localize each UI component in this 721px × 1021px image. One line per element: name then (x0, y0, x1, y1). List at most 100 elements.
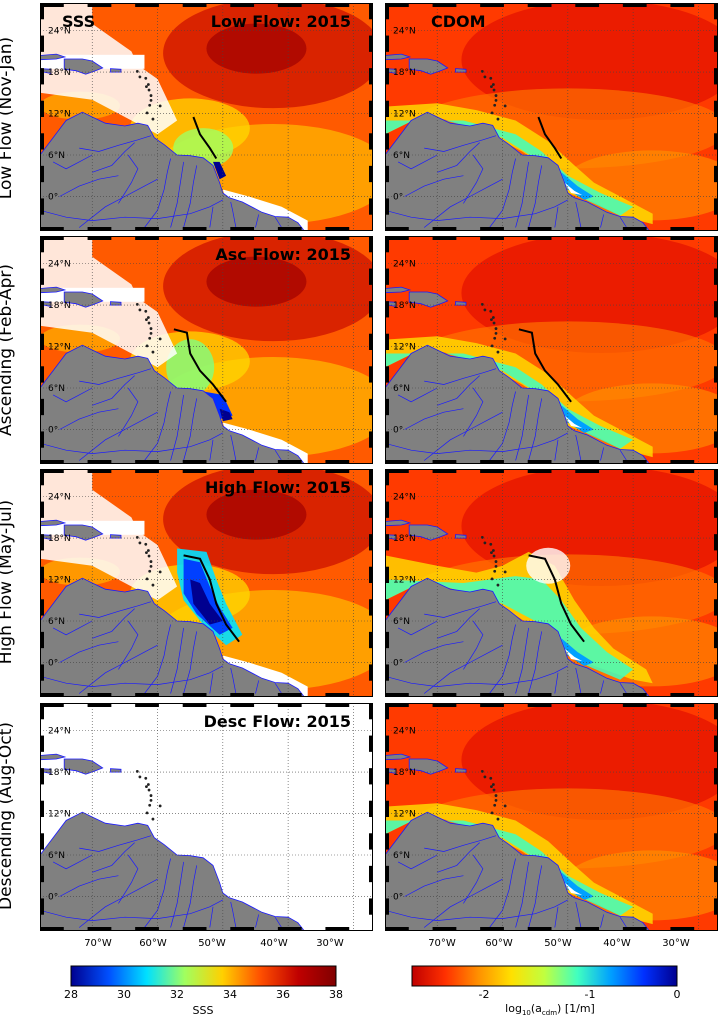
river (397, 387, 438, 403)
sss-map-1: SSS Low Flow: 2015 24°N 18°N 12°N 6°N 0° (40, 3, 373, 231)
panel-frame (385, 703, 718, 931)
lesser-antilles-island (147, 321, 151, 325)
lesser-antilles-island (493, 569, 497, 573)
island (40, 753, 67, 761)
lesser-antilles-island (151, 350, 155, 354)
landmass (385, 53, 650, 231)
lesser-antilles-island (138, 541, 142, 545)
lesser-antilles-island (491, 83, 495, 86)
lesser-antilles-island (492, 321, 496, 325)
south-america (40, 811, 305, 931)
lesser-antilles-island (149, 799, 153, 802)
lat-label: 0° (48, 658, 58, 668)
sss-map-3: High Flow: 2015 24°N 18°N 12°N 6°N 0° (40, 469, 373, 697)
lesser-antilles-island (503, 570, 507, 574)
lesser-antilles-island (145, 344, 149, 348)
sss-field (40, 469, 373, 697)
coastal-high-cdom (385, 347, 634, 449)
lat-label: 18°N (48, 768, 71, 778)
lesser-antilles-island (158, 337, 162, 341)
river (40, 665, 223, 687)
lat-label: 0° (393, 658, 403, 668)
rivers (40, 601, 282, 694)
lesser-antilles-island (149, 94, 153, 97)
panel-title: Desc Flow: 2015 (204, 712, 351, 731)
panel-frame (385, 236, 718, 464)
south-america (385, 577, 650, 697)
lesser-antilles-island (503, 104, 507, 108)
lesser-antilles-island (490, 111, 494, 115)
lon-label: 60°W (139, 938, 167, 949)
lesser-antilles-island (489, 542, 493, 546)
river (230, 667, 237, 694)
lesser-antilles-island (490, 577, 494, 581)
river (52, 154, 93, 170)
lon-label: 50°W (544, 938, 572, 949)
landmass (385, 519, 650, 697)
island (63, 524, 104, 541)
lat-label: 18°N (393, 534, 416, 544)
river (255, 447, 260, 461)
south-america (385, 811, 650, 931)
lat-label: 24°N (393, 493, 416, 503)
lesser-antilles-island (148, 803, 152, 807)
lesser-antilles-island (144, 542, 148, 546)
river (600, 447, 605, 461)
lat-label: 0° (48, 892, 58, 902)
plume-contour (183, 554, 240, 643)
lon-label: 40°W (260, 938, 288, 949)
rivers (385, 135, 627, 228)
cdom-map-3: 24°N 18°N 12°N 6°N 0° (385, 469, 718, 697)
river (255, 914, 260, 928)
cdom-label-log: log (505, 1002, 522, 1015)
river (183, 865, 198, 928)
river (183, 165, 198, 228)
lesser-antilles-island (146, 316, 150, 319)
plume-contour (173, 328, 227, 403)
lesser-antilles-island (148, 569, 152, 573)
lat-label: 24°N (393, 27, 416, 37)
river (40, 199, 223, 221)
lat-label: 18°N (48, 301, 71, 311)
cdom-tick: 0 (673, 988, 681, 1001)
river (209, 439, 214, 461)
river-mouth-cdom (561, 405, 594, 433)
cdom-label-end: ) [1/m] (557, 1002, 595, 1015)
lesser-antilles-island (145, 318, 148, 321)
panel-frame (40, 469, 373, 697)
lesser-antilles-island (149, 99, 153, 102)
river (463, 154, 484, 204)
lesser-antilles-island (138, 775, 142, 779)
lesser-antilles-island (148, 336, 152, 340)
island (63, 58, 104, 75)
island (408, 58, 449, 75)
lat-label: 12°N (48, 810, 71, 820)
river (144, 158, 171, 228)
panel-frame (40, 703, 373, 931)
lesser-antilles-island (491, 316, 495, 319)
lesser-antilles-island (491, 783, 495, 786)
river (515, 627, 529, 694)
river (274, 683, 282, 694)
river (397, 620, 438, 636)
lesser-antilles-island (145, 785, 148, 788)
river (554, 906, 559, 928)
river (575, 434, 582, 461)
lat-label: 6°N (48, 151, 65, 161)
sss-tick: 32 (170, 988, 184, 1001)
lat-label: 12°N (393, 810, 416, 820)
river (230, 201, 237, 228)
lat-label: 6°N (393, 617, 410, 627)
sss-colorbar (70, 965, 337, 987)
lesser-antilles-island (503, 804, 507, 808)
lon-label: 50°W (198, 938, 226, 949)
river (274, 450, 282, 461)
river (255, 214, 260, 228)
lat-label: 0° (48, 425, 58, 435)
river (600, 680, 605, 694)
cdom-map-2: 24°N 18°N 12°N 6°N 0° (385, 236, 718, 464)
river (463, 620, 484, 670)
lat-label: 12°N (48, 343, 71, 353)
river (575, 201, 582, 228)
